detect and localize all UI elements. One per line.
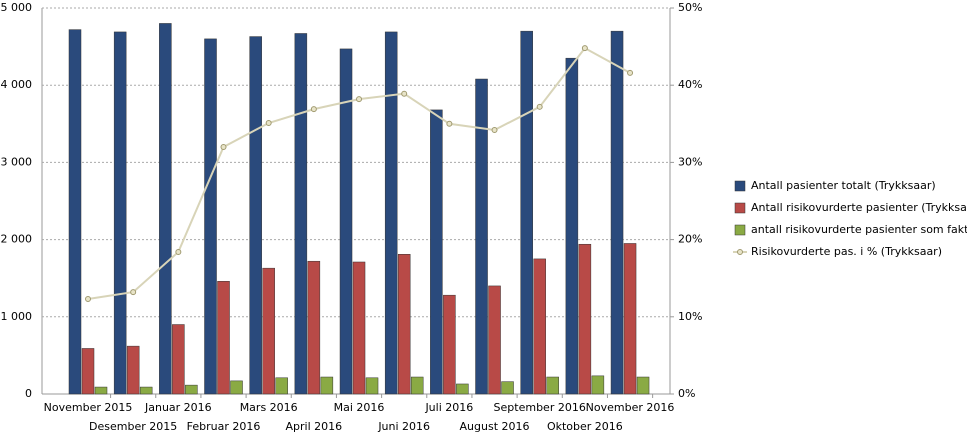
bar xyxy=(275,377,288,395)
line-marker xyxy=(627,69,634,76)
bar xyxy=(307,260,321,395)
x-tick-label: September 2016 xyxy=(494,401,586,414)
bar xyxy=(172,324,185,395)
bar xyxy=(320,376,334,395)
bar xyxy=(352,261,366,395)
bar xyxy=(456,383,469,395)
bar xyxy=(94,386,108,395)
y-tick-label: 1 000 xyxy=(1,310,33,323)
bar xyxy=(68,29,82,395)
legend-swatch xyxy=(734,224,746,236)
bar xyxy=(81,348,95,395)
line-marker xyxy=(265,120,272,127)
legend-swatch xyxy=(734,202,746,214)
bar xyxy=(365,377,379,395)
legend-label: Antall pasienter totalt (Trykksaar) xyxy=(751,179,936,192)
y2-tick-label: 30% xyxy=(678,155,702,168)
line-marker xyxy=(310,106,317,113)
y-tick-label: 3 000 xyxy=(1,155,33,168)
x-tick-label: November 2016 xyxy=(586,401,675,414)
line-marker xyxy=(581,45,588,52)
bar xyxy=(546,376,559,395)
x-tick-label: Februar 2016 xyxy=(187,420,261,433)
y-tick-label: 2 000 xyxy=(1,233,33,246)
bar xyxy=(139,386,153,395)
bar xyxy=(636,376,650,395)
bar xyxy=(610,30,624,395)
bar xyxy=(262,267,275,395)
y2-tick-label: 0% xyxy=(678,387,695,400)
bar xyxy=(578,243,592,395)
bar xyxy=(230,380,243,395)
x-tick-label: April 2016 xyxy=(286,420,343,433)
y2-tick-label: 10% xyxy=(678,310,702,323)
line-marker xyxy=(446,120,453,127)
x-tick-label: Januar 2016 xyxy=(144,401,212,414)
legend-label: antall risikovurderte pasienter som fakt… xyxy=(751,223,967,236)
line-marker xyxy=(85,296,91,303)
line-marker xyxy=(175,248,182,255)
line-marker xyxy=(491,126,498,133)
legend-swatch xyxy=(737,249,743,255)
bar xyxy=(249,36,262,395)
x-tick-label: Mai 2016 xyxy=(334,401,385,414)
y2-tick-label: 50% xyxy=(678,1,702,14)
x-tick-label: August 2016 xyxy=(460,420,530,433)
x-tick-label: November 2015 xyxy=(44,401,133,414)
bar xyxy=(565,57,579,395)
x-tick-label: Desember 2015 xyxy=(89,420,177,433)
bar xyxy=(384,31,398,395)
bar xyxy=(397,254,411,395)
bar xyxy=(475,78,488,395)
line-marker xyxy=(220,143,227,150)
bar xyxy=(339,48,353,395)
bar xyxy=(430,109,443,395)
line-marker xyxy=(536,103,543,110)
x-tick-label: Juli 2016 xyxy=(424,401,473,414)
x-tick-label: Mars 2016 xyxy=(240,401,298,414)
y-tick-label: 4 000 xyxy=(1,78,33,91)
bar xyxy=(185,384,198,395)
bar xyxy=(294,33,308,395)
bar xyxy=(623,243,637,395)
bar xyxy=(520,30,533,395)
bar xyxy=(113,31,127,395)
bar xyxy=(443,294,456,395)
line-marker xyxy=(401,90,408,97)
legend-label: Antall risikovurderte pasienter (Trykksa… xyxy=(751,201,967,214)
bar xyxy=(533,258,546,395)
bar xyxy=(126,345,140,395)
x-tick-label: Juni 2016 xyxy=(377,420,430,433)
bar xyxy=(217,281,230,395)
y-tick-label: 5 000 xyxy=(1,1,33,14)
legend-label: Risikovurderte pas. i % (Trykksaar) xyxy=(751,245,942,258)
y-tick-label: 0 xyxy=(25,387,32,400)
legend-swatch xyxy=(734,180,746,192)
y2-tick-label: 40% xyxy=(678,78,702,91)
bar xyxy=(488,285,501,395)
bar xyxy=(204,38,217,395)
bar xyxy=(591,375,605,395)
line-marker xyxy=(356,96,363,103)
bar xyxy=(501,381,514,395)
bar xyxy=(410,376,424,395)
line-marker xyxy=(130,289,137,296)
bar xyxy=(159,23,172,395)
y2-tick-label: 20% xyxy=(678,233,702,246)
x-tick-label: Oktober 2016 xyxy=(547,420,623,433)
